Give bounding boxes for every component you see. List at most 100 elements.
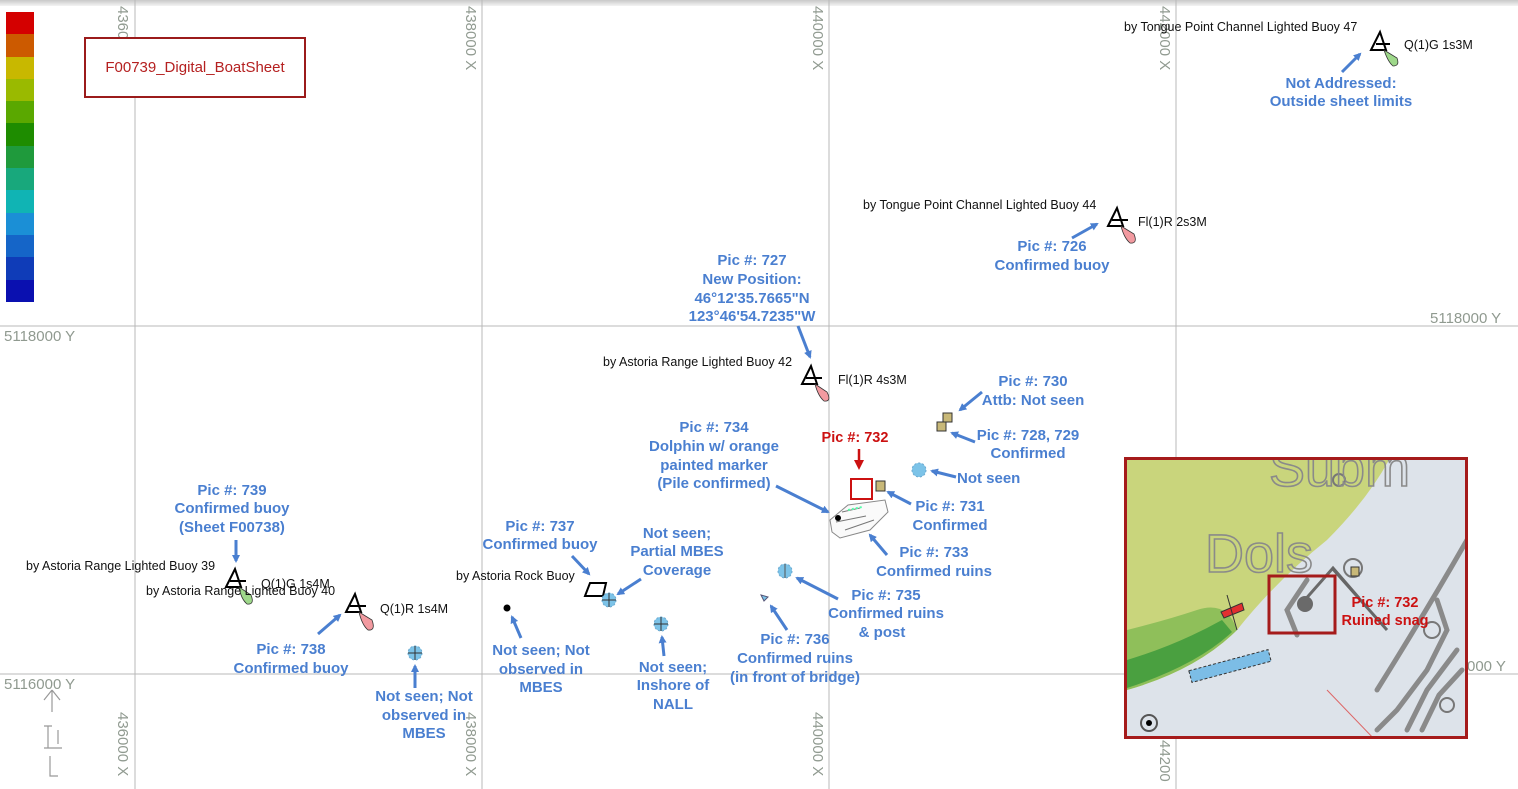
sheet-title: F00739_Digital_BoatSheet: [105, 59, 285, 76]
depth-color-legend: [6, 12, 34, 302]
svg-text:Pic #: 731: Pic #: 731: [915, 498, 984, 515]
feature-731[interactable]: [875, 480, 886, 492]
legend-swatch: [6, 12, 34, 35]
buoy-40-icon: [344, 591, 366, 613]
feature-736[interactable]: [760, 594, 769, 602]
annotation-727: Pic #: 727 New Position: 46°12'35.7665"N…: [689, 252, 817, 359]
svg-text:Pic #: 732: Pic #: 732: [822, 430, 889, 446]
svg-text:Pic #: 737: Pic #: 737: [505, 518, 574, 535]
legend-swatch: [6, 145, 34, 169]
feature-not-seen[interactable]: [911, 462, 927, 478]
svg-text:Confirmed buoy: Confirmed buoy: [483, 536, 599, 553]
buoy-47-light-icon: [1383, 49, 1399, 67]
buoy-47-icon: [1369, 29, 1390, 51]
x-label-top-3: 440000 X: [809, 6, 826, 70]
buoy-42-icon: [800, 363, 822, 385]
buoy-47[interactable]: by Tongue Point Channel Lighted Buoy 47 …: [1124, 20, 1473, 67]
legend-swatch: [6, 212, 34, 235]
buoy-39-light: Q(1)G 1s4M: [261, 577, 330, 591]
buoy-40[interactable]: by Astoria Range Lighted Buoy 40 Q(1)R 1…: [146, 584, 448, 631]
x-label-bottom-1: 436000 X: [114, 712, 131, 776]
svg-text:Not seen;: Not seen;: [643, 525, 711, 542]
annotation-730: Pic #: 730 Attb: Not seen: [958, 373, 1085, 412]
feature-734-ruins[interactable]: [829, 499, 889, 539]
x-label-top-4: 442000 X: [1156, 6, 1173, 70]
svg-text:Coverage: Coverage: [643, 562, 711, 579]
y-label-left-1: 5118000 Y: [4, 328, 75, 345]
north-arrow-icon: [43, 689, 62, 777]
svg-text:MBES: MBES: [402, 725, 445, 742]
annotation-728: Pic #: 728, 729 Confirmed: [950, 427, 1080, 462]
annotation-733: Pic #: 733 Confirmed ruins: [868, 533, 992, 580]
feature-728-730[interactable]: [936, 412, 953, 432]
buoy-40-light-icon: [358, 611, 374, 631]
rock-buoy-icon: [583, 582, 608, 597]
annotation-47-line1: Not Addressed:: [1285, 75, 1396, 92]
annotation-734: Pic #: 734 Dolphin w/ orange painted mar…: [649, 419, 830, 514]
buoy-44[interactable]: by Tongue Point Channel Lighted Buoy 44 …: [863, 198, 1207, 244]
legend-swatch: [6, 56, 34, 79]
svg-text:Pic #: 736: Pic #: 736: [760, 631, 829, 648]
buoy-39[interactable]: by Astoria Range Lighted Buoy 39 Q(1)G 1…: [26, 559, 330, 605]
buoy-44-name: by Tongue Point Channel Lighted Buoy 44: [863, 198, 1096, 212]
inset-place-text-partial: Subm: [1269, 460, 1410, 498]
svg-text:Pic #: 730: Pic #: 730: [998, 373, 1067, 390]
svg-text:Pic #: 738: Pic #: 738: [256, 641, 325, 658]
svg-text:Confirmed buoy: Confirmed buoy: [175, 500, 291, 517]
svg-text:Pic #: 728, 729: Pic #: 728, 729: [977, 427, 1080, 444]
feature-not-observed-2[interactable]: [503, 604, 511, 612]
svg-text:& post: & post: [859, 624, 906, 641]
feature-nall[interactable]: [653, 616, 669, 632]
svg-text:Inshore of: Inshore of: [637, 677, 711, 694]
annotation-not-observed-1: Not seen; Not observed in MBES: [375, 664, 473, 742]
svg-text:New Position:: New Position:: [702, 271, 801, 288]
annotation-not-seen: Not seen: [930, 468, 1020, 487]
y-label-right-1: 5118000 Y: [1430, 310, 1501, 327]
svg-text:MBES: MBES: [519, 679, 562, 696]
annotation-732: Pic #: 732: [822, 430, 889, 470]
annotation-736: Pic #: 736 Confirmed ruins (in front of …: [730, 604, 860, 686]
annotation-not-observed-2: Not seen; Not observed in MBES: [492, 615, 590, 696]
svg-text:Not seen; Not: Not seen; Not: [375, 688, 473, 705]
svg-text:(Pile confirmed): (Pile confirmed): [657, 475, 770, 492]
legend-swatch: [6, 234, 34, 258]
legend-swatch: [6, 123, 34, 146]
buoy-44-light-icon: [1120, 225, 1136, 244]
y-label-left-2: 5116000 Y: [4, 676, 75, 693]
x-label-bottom-2: 438000 X: [462, 712, 479, 776]
astoria-rock-buoy[interactable]: by Astoria Rock Buoy: [456, 569, 608, 597]
feature-not-observed-1[interactable]: [407, 645, 423, 661]
inset-caption-1: Pic #: 732: [1352, 595, 1419, 611]
svg-text:Pic #: 739: Pic #: 739: [197, 482, 266, 499]
buoy-44-light: Fl(1)R 2s3M: [1138, 215, 1207, 229]
feature-732-marker[interactable]: [850, 478, 873, 500]
sheet-title-box: F00739_Digital_BoatSheet: [84, 37, 306, 98]
svg-text:Pic #: 727: Pic #: 727: [717, 252, 786, 269]
feature-partial-mbes[interactable]: [601, 592, 617, 608]
svg-text:Dolphin w/ orange: Dolphin w/ orange: [649, 438, 779, 455]
svg-text:(Sheet F00738): (Sheet F00738): [179, 519, 285, 536]
buoy-39-name: by Astoria Range Lighted Buoy 39: [26, 559, 215, 573]
svg-text:Confirmed buoy: Confirmed buoy: [234, 660, 350, 677]
svg-text:Attb: Not seen: Attb: Not seen: [982, 392, 1085, 409]
buoy-44-icon: [1106, 205, 1128, 227]
svg-text:Not seen;: Not seen;: [639, 659, 707, 676]
buoy-47-light: Q(1)G 1s3M: [1404, 38, 1473, 52]
svg-text:(in front of bridge): (in front of bridge): [730, 669, 860, 686]
inset-map[interactable]: Dols Subm Pic #: 732 Ruined snag: [1124, 457, 1468, 739]
feature-735[interactable]: [777, 563, 793, 579]
buoy-42-light: Fl(1)R 4s3M: [838, 373, 907, 387]
svg-text:123°46'54.7235"W: 123°46'54.7235"W: [689, 308, 817, 325]
annotation-737: Pic #: 737 Confirmed buoy: [483, 518, 599, 576]
buoy-42-name: by Astoria Range Lighted Buoy 42: [603, 355, 792, 369]
svg-text:Confirmed ruins: Confirmed ruins: [737, 650, 853, 667]
svg-text:observed in: observed in: [499, 661, 583, 678]
inset-caption-2: Ruined snag: [1341, 613, 1428, 629]
svg-text:46°12'35.7665"N: 46°12'35.7665"N: [694, 290, 809, 307]
svg-text:Confirmed buoy: Confirmed buoy: [995, 257, 1111, 274]
buoy-40-name: by Astoria Range Lighted Buoy 40: [146, 584, 335, 598]
x-label-bottom-4: 44200: [1156, 740, 1173, 782]
inset-map-graphic: Dols Subm Pic #: 732 Ruined snag: [1127, 460, 1465, 736]
buoy-42[interactable]: by Astoria Range Lighted Buoy 42 Fl(1)R …: [603, 355, 907, 402]
